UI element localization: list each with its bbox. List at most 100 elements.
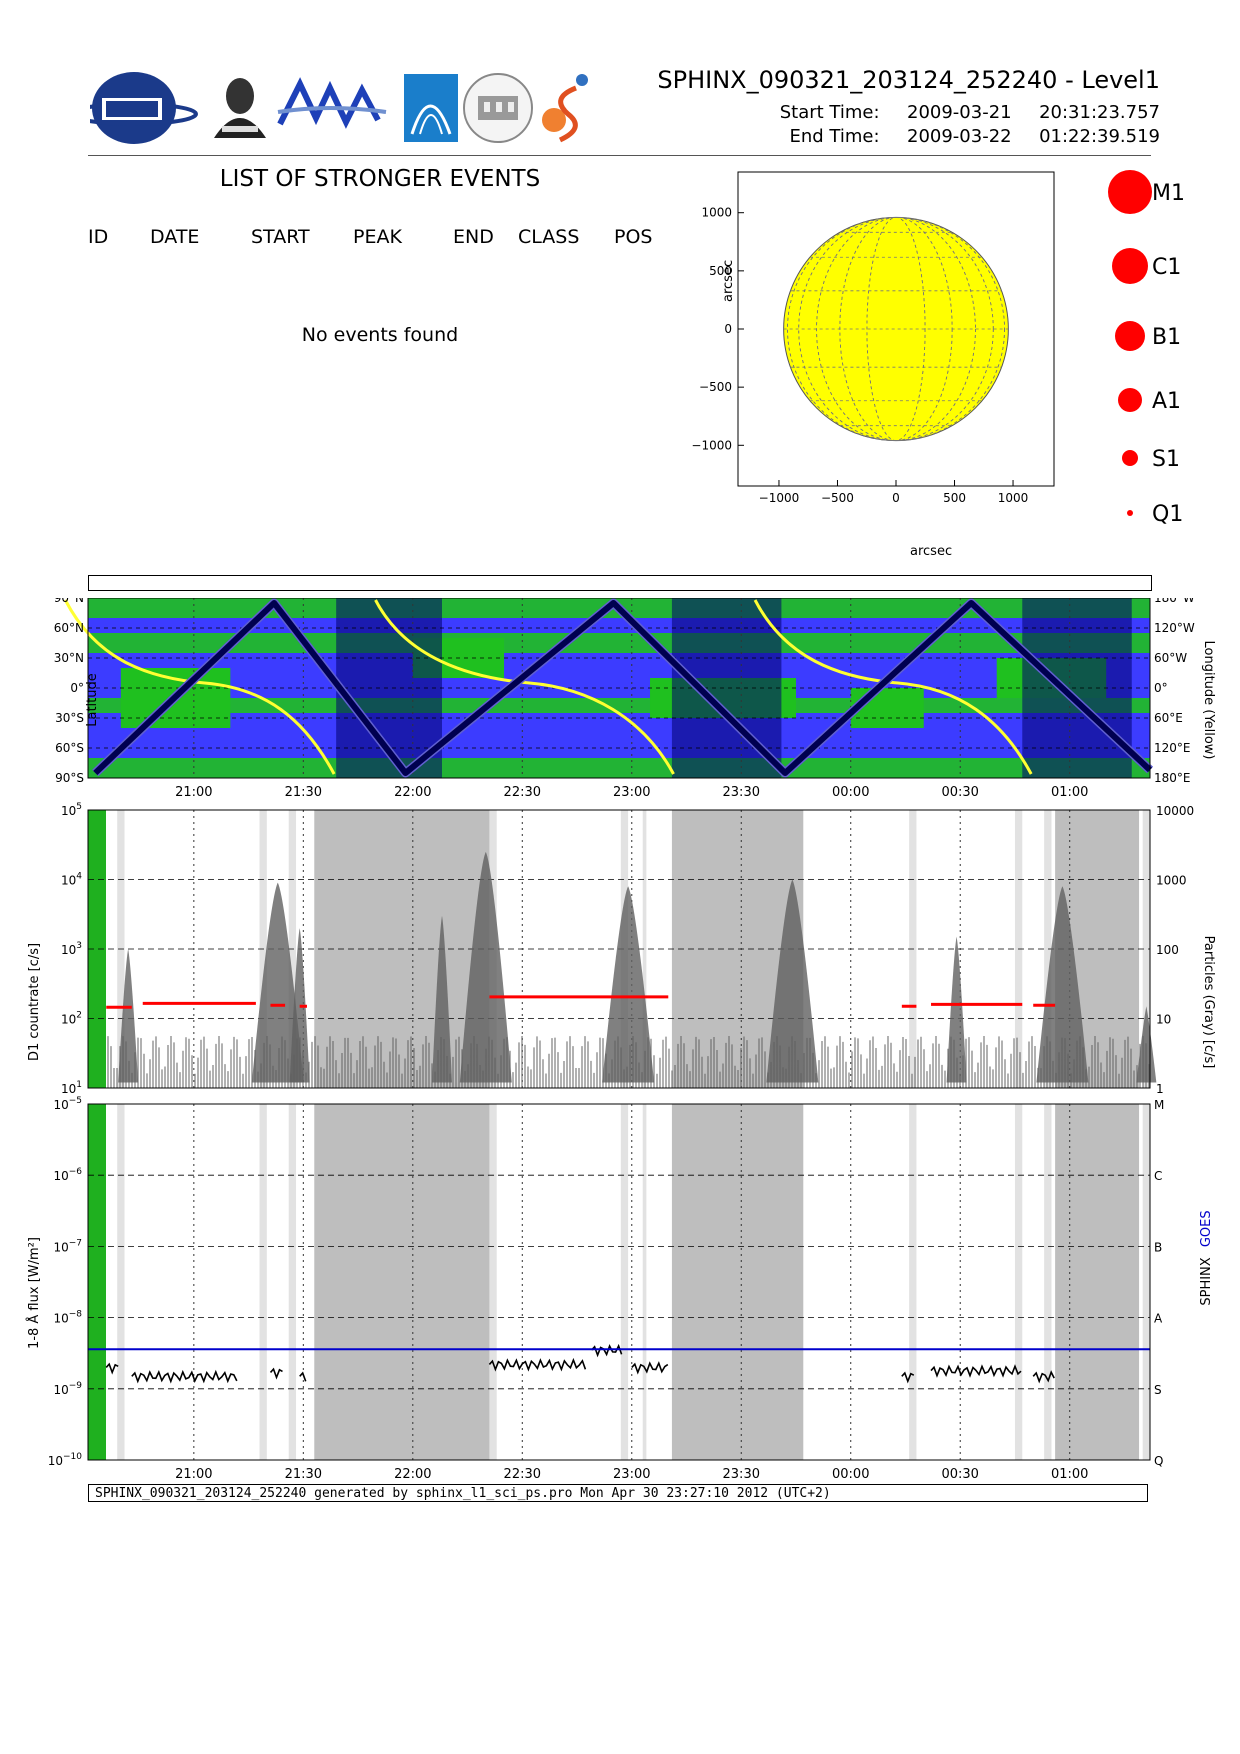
start-side-bar	[88, 1104, 106, 1460]
gap-interval	[1142, 810, 1150, 1088]
column-date: DATE	[150, 226, 200, 248]
longitude-tick-label: 120°W	[1154, 621, 1195, 635]
time-tick-label: 21:30	[285, 1467, 322, 1478]
particle-noise	[107, 1036, 1150, 1088]
cbk-pan-logo	[90, 72, 198, 144]
latitude-tick-label: 30°N	[54, 651, 84, 665]
particle-peak	[251, 882, 304, 1083]
particle-peak	[432, 915, 452, 1083]
start-time-label: Start Time:	[779, 102, 880, 123]
tick-exponent: −7	[69, 1238, 82, 1248]
tick-base: 10	[61, 804, 76, 818]
y-tick-label: −500	[699, 380, 732, 394]
legend-marker-s1	[1122, 450, 1138, 466]
goes-class-tick-label: B	[1154, 1240, 1162, 1254]
tick-exponent: 4	[76, 872, 82, 882]
time-tick-label: 01:00	[1051, 1467, 1088, 1478]
longitude-tick-label: 120°E	[1154, 741, 1191, 755]
time-tick-label: 00:30	[941, 1467, 978, 1478]
mifi-logo	[277, 77, 387, 129]
legend-marker-q1	[1127, 510, 1133, 516]
longitude-tick-label: 60°E	[1154, 711, 1183, 725]
sun-map-plot: −1000 −500 0 500 1000 1000 500 0 −500 −1000	[691, 171, 1055, 505]
longitude-tick-label: 180°E	[1154, 771, 1191, 785]
legend-marker-a1	[1118, 388, 1142, 412]
particle-peak	[766, 879, 819, 1083]
time-tick-label: 22:30	[504, 785, 541, 800]
gap-interval	[1014, 1104, 1023, 1460]
longitude-tick-label: 0°	[1154, 681, 1168, 695]
time-tick-label: 22:30	[504, 1467, 541, 1478]
tick-label: 10−5	[53, 1096, 82, 1112]
sphinx-flux-segment	[930, 1364, 1022, 1378]
y-tick-label: −1000	[691, 438, 732, 452]
sphinx-flux-segment	[131, 1369, 238, 1384]
time-tick-label: 22:00	[394, 785, 431, 800]
time-tick-label: 23:30	[723, 1467, 760, 1478]
tick-exponent: 1	[76, 1080, 82, 1090]
particles-tick-label: 10	[1156, 1013, 1171, 1027]
gap-interval	[1044, 810, 1052, 1088]
gap-interval	[1142, 1104, 1150, 1460]
end-time-label: End Time:	[789, 126, 880, 147]
x-tick-label: −1000	[759, 491, 800, 505]
tick-base: 10	[61, 1082, 76, 1096]
sphinx-flux-segment	[299, 1371, 307, 1382]
x-tick-label: 500	[943, 491, 966, 505]
gap-interval	[259, 1104, 267, 1460]
tick-base: 10	[53, 1383, 68, 1397]
tick-label: 105	[61, 802, 82, 818]
end-date: 2009-03-22	[907, 126, 1012, 147]
tick-label: 102	[61, 1011, 82, 1027]
tick-base: 10	[61, 874, 76, 888]
latitude-tick-label: 30°S	[55, 711, 84, 725]
orbit-panel: 21:00 21:30 22:00 22:30 23:00 23:30 00:00 00:30…	[54, 598, 1195, 800]
y-tick-label: 500	[709, 264, 732, 278]
column-id: ID	[88, 226, 109, 248]
tick-label: 10−6	[53, 1167, 82, 1183]
space-agency-logo	[404, 74, 458, 142]
column-end: END	[453, 226, 494, 248]
tick-exponent: 5	[76, 802, 82, 812]
time-tick-label: 22:00	[394, 1467, 431, 1478]
tick-label: 10−10	[48, 1452, 83, 1468]
tick-label: 101	[61, 1080, 82, 1096]
start-date: 2009-03-21	[907, 102, 1012, 123]
particles-tick-label: 10000	[1156, 804, 1194, 818]
column-class: CLASS	[518, 226, 580, 248]
gap-interval	[642, 810, 647, 1088]
particle-peak	[459, 851, 512, 1083]
tick-label: 104	[61, 872, 82, 888]
flux-frame	[87, 1103, 1151, 1461]
legend-label-b1: B1	[1152, 325, 1181, 350]
time-tick-label: 00:30	[941, 785, 978, 800]
tick-label: 10−7	[53, 1238, 82, 1254]
latitude-tick-label: 0°	[70, 681, 84, 695]
flux-ylabel: 1-8 Å flux [W/m²]	[26, 1237, 42, 1349]
start-time: 20:31:23.757	[1039, 102, 1160, 123]
time-coverage-bar	[88, 575, 1152, 591]
particle-peak	[1036, 886, 1089, 1083]
flux-panel: 21:00 21:30 22:00 22:30 23:00 23:30 00:00 00:30…	[48, 1096, 1165, 1478]
x-tick-label: −500	[821, 491, 854, 505]
tick-label: 10−8	[53, 1310, 82, 1326]
latitude-tick-label: 90°N	[54, 598, 84, 605]
legend-label-a1: A1	[1152, 389, 1181, 414]
tick-base: 10	[53, 1240, 68, 1254]
goes-class-tick-label: A	[1154, 1312, 1163, 1326]
sphinx-flux-segment	[269, 1367, 283, 1380]
tick-base: 10	[53, 1312, 68, 1326]
tick-base: 10	[61, 1013, 76, 1027]
goes-class-tick-label: M	[1154, 1098, 1164, 1112]
longitude-tick-label: 180°W	[1154, 598, 1195, 605]
tick-base: 10	[48, 1454, 63, 1468]
longitude-curve	[374, 599, 675, 775]
events-column-headers: ID DATE START PEAK END CLASS POS	[88, 226, 668, 256]
sun-map-ylabel: arcsec	[721, 260, 736, 302]
sun-map: −1000 −500 0 500 1000 1000 500 0 −500 −1000 arcse…	[691, 170, 1185, 559]
x-tick-label: 1000	[998, 491, 1029, 505]
particles-tick-label: 1	[1156, 1082, 1164, 1096]
time-tick-label: 23:00	[613, 1467, 650, 1478]
column-pos: POS	[614, 226, 653, 248]
